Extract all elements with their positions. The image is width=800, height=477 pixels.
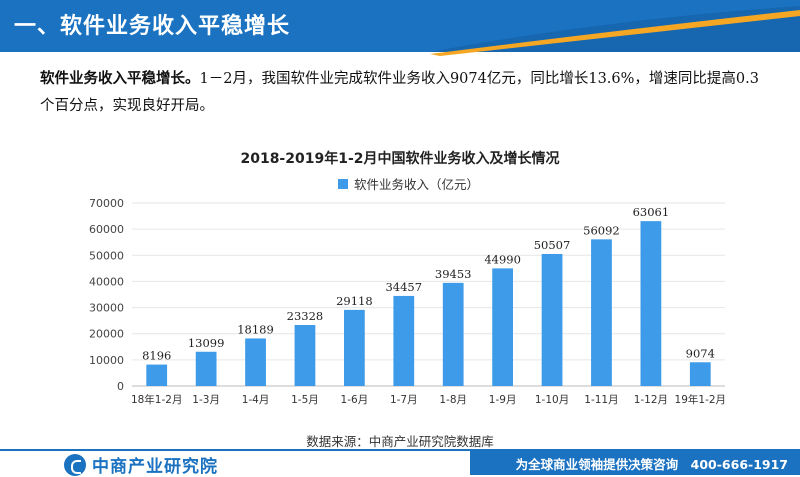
bar [146, 364, 168, 386]
data-label: 13099 [188, 336, 225, 350]
x-tick-label: 1-9月 [489, 394, 517, 406]
chart-title: 2018-2019年1-2月中国软件业务收入及增长情况 [240, 151, 560, 167]
bar-chart: 0 10000 20000 30000 40000 50000 60000 70000 8196… [89, 197, 727, 406]
x-tick-label: 1-8月 [439, 394, 467, 406]
bar [195, 351, 217, 386]
data-source: 数据来源：中商产业研究院数据库 [306, 434, 494, 449]
data-label: 34457 [385, 280, 422, 294]
x-tick-label: 1-12月 [634, 394, 668, 406]
x-tick-label: 1-4月 [242, 394, 270, 406]
intro-paragraph: 软件业务收入平稳增长。1－2月，我国软件业完成软件业务收入9074亿元，同比增长… [40, 66, 762, 120]
data-label: 8196 [142, 349, 171, 363]
logo-icon [64, 453, 86, 476]
legend-label: 软件业务收入（亿元） [354, 177, 480, 192]
y-tick-label: 70000 [89, 197, 124, 210]
y-tick-label: 10000 [89, 354, 124, 367]
data-label: 23328 [287, 309, 324, 323]
x-tick-label: 1-5月 [291, 394, 319, 406]
logo-text: 中商产业研究院 [92, 457, 218, 477]
x-tick-label: 1-3月 [192, 394, 220, 406]
data-label: 56092 [583, 223, 620, 237]
data-label: 29118 [336, 294, 373, 308]
y-tick-label: 60000 [89, 223, 124, 236]
y-tick-label: 40000 [89, 275, 124, 288]
bar [294, 325, 316, 386]
bar [492, 268, 514, 386]
footer-band [470, 451, 800, 475]
bar [591, 239, 612, 386]
x-tick-label: 1-11月 [584, 394, 618, 406]
intro-body: 1－2月，我国软件业完成软件业务收入9074亿元，同比增长13.6%，增速同比提… [40, 71, 759, 114]
y-tick-label: 0 [117, 380, 124, 393]
header-decoration [430, 6, 800, 56]
y-tick-label: 30000 [89, 302, 124, 315]
footer-logo: 中商产业研究院 [64, 452, 218, 477]
x-tick-label: 18年1-2月 [131, 393, 183, 406]
footer-slogan: 为全球商业领袖提供决策咨询 400-666-1917 [515, 457, 788, 472]
bar [442, 282, 464, 386]
data-label: 63061 [633, 205, 670, 219]
legend-swatch [338, 178, 348, 189]
page-title: 一、软件业务收入平稳增长 [14, 14, 291, 39]
x-tick-label: 1-10月 [535, 394, 569, 406]
header-wave [430, 6, 800, 52]
bar [393, 295, 415, 386]
bar [245, 338, 266, 386]
bar [640, 221, 662, 386]
bar [343, 309, 365, 386]
chart-legend: 软件业务收入（亿元） [338, 174, 479, 193]
bar [541, 253, 563, 386]
header-accent-stripe [430, 10, 800, 56]
footer-line [0, 449, 800, 451]
data-label: 44990 [484, 252, 521, 266]
y-tick-label: 50000 [89, 249, 124, 262]
data-label: 18189 [237, 322, 274, 336]
data-label: 9074 [686, 346, 715, 360]
x-tick-label: 1-7月 [390, 394, 418, 406]
data-label: 50507 [534, 238, 571, 252]
bar [689, 362, 711, 386]
data-label: 39453 [435, 267, 472, 281]
x-tick-label: 19年1-2月 [675, 393, 727, 406]
intro-lead: 软件业务收入平稳增长。 [40, 71, 200, 87]
footer: 中商产业研究院 为全球商业领袖提供决策咨询 400-666-1917 [0, 449, 800, 477]
y-tick-label: 20000 [89, 328, 124, 341]
x-tick-label: 1-6月 [341, 394, 369, 406]
